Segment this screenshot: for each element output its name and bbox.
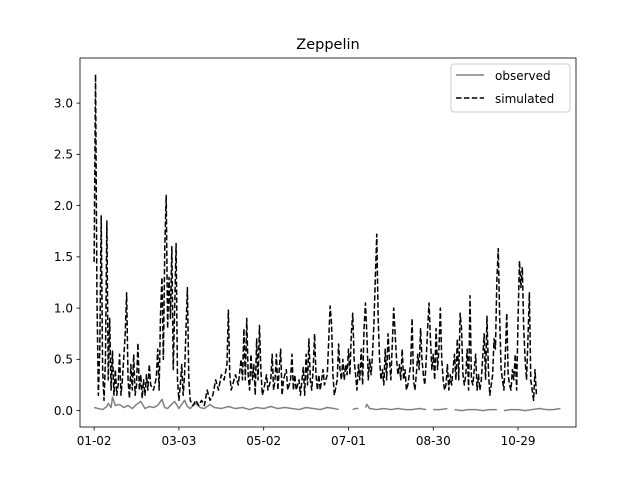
series-layer: [93, 73, 561, 412]
y-tick-label: 1.5: [54, 250, 73, 264]
legend-simulated-label: simulated: [495, 92, 554, 106]
chart-title: Zeppelin: [296, 37, 359, 53]
x-tick-label: 07-01: [331, 434, 366, 448]
x-tick-label: 05-02: [246, 434, 281, 448]
legend-observed-label: observed: [495, 69, 551, 83]
plot-frame: [79, 57, 577, 428]
y-tick-label: 0.0: [54, 404, 73, 418]
x-tick-label: 03-03: [161, 434, 196, 448]
y-tick-label: 3.0: [54, 96, 73, 110]
x-axis: 01-02 03-03 05-02 07-01 08-30 10-29: [77, 427, 536, 448]
y-axis: 0.0 0.5 1.0 1.5 2.0 2.5 3.0: [54, 96, 80, 418]
legend: observed simulated: [450, 63, 571, 113]
series-line-simulated: [93, 73, 538, 407]
y-tick-label: 0.5: [54, 353, 73, 367]
y-tick-label: 1.0: [54, 301, 73, 315]
x-tick-label: 08-30: [416, 434, 451, 448]
y-tick-label: 2.5: [54, 148, 73, 162]
y-tick-label: 2.0: [54, 199, 73, 213]
series-line-observed: [93, 396, 561, 412]
plot-area: [93, 73, 561, 412]
x-tick-label: 10-29: [501, 434, 536, 448]
x-tick-label: 01-02: [77, 434, 112, 448]
legend-box: [450, 63, 571, 113]
